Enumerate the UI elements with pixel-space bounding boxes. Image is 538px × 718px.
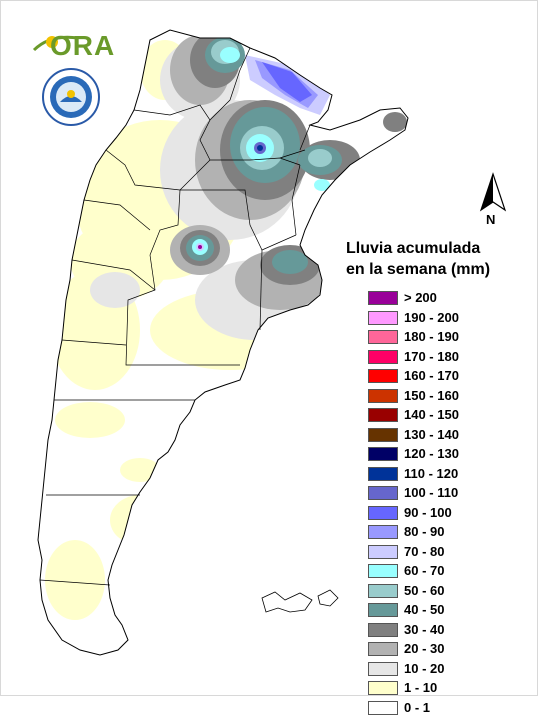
legend-label: 80 - 90	[404, 524, 445, 539]
legend-label: 90 - 100	[404, 504, 452, 520]
legend-label: 170 - 180	[404, 348, 459, 364]
legend-label: > 200	[404, 290, 437, 305]
legend-swatch	[368, 700, 398, 715]
legend-swatch	[368, 369, 398, 383]
legend-title-line2: en la semana (mm)	[346, 261, 491, 278]
legend-label: 10 - 20	[404, 660, 445, 676]
legend-swatch	[368, 408, 398, 422]
legend-swatch	[368, 661, 398, 676]
legend-label: 140 - 150	[404, 407, 459, 422]
legend-swatch	[368, 642, 398, 656]
legend-label: 1 - 10	[404, 680, 438, 695]
legend-swatch	[368, 505, 398, 520]
legend-label: 180 - 190	[404, 329, 459, 344]
legend-label: 100 - 110	[404, 485, 459, 500]
legend-label: 130 - 140	[404, 426, 459, 442]
malvinas-islands	[261, 589, 339, 613]
north-label: N	[486, 212, 496, 227]
legend-label: 190 - 200	[404, 309, 459, 325]
legend-swatch	[368, 564, 398, 578]
servicio-meteorologico-nacional-seal-icon	[42, 68, 100, 126]
sun-arc-logo-icon	[32, 35, 79, 52]
legend-swatch	[368, 583, 398, 598]
rainfall-map	[37, 29, 409, 656]
north-arrow-icon	[479, 172, 507, 212]
legend-label: 50 - 60	[404, 582, 445, 598]
legend-label: 20 - 30	[404, 641, 445, 656]
legend-swatch	[368, 603, 398, 617]
legend-label: 40 - 50	[404, 602, 445, 617]
legend-label: 0 - 1	[404, 699, 431, 715]
legend-swatch	[368, 681, 398, 695]
legend-label: 160 - 170	[404, 368, 459, 383]
legend-title: Lluvia acumulada en la semana (mm)	[346, 238, 526, 280]
legend-title-line1: Lluvia acumulada	[346, 240, 481, 257]
legend-swatch	[368, 544, 398, 559]
legend-swatch	[368, 330, 398, 344]
legend-swatch	[368, 486, 398, 500]
legend-swatch	[368, 310, 398, 325]
legend-swatch	[368, 349, 398, 364]
legend-swatch	[368, 291, 398, 305]
legend-swatch	[368, 388, 398, 403]
legend-swatch	[368, 466, 398, 481]
legend-swatch	[368, 525, 398, 539]
legend-label: 110 - 120	[404, 465, 459, 481]
legend-label: 30 - 40	[404, 621, 445, 637]
legend-swatch	[368, 447, 398, 461]
legend-label: 60 - 70	[404, 563, 445, 578]
legend-swatch	[368, 427, 398, 442]
legend-label: 70 - 80	[404, 543, 445, 559]
legend-swatch	[368, 622, 398, 637]
legend-label: 120 - 130	[404, 446, 459, 461]
legend-label: 150 - 160	[404, 387, 459, 403]
ora-logo-text: ORA	[50, 30, 116, 61]
